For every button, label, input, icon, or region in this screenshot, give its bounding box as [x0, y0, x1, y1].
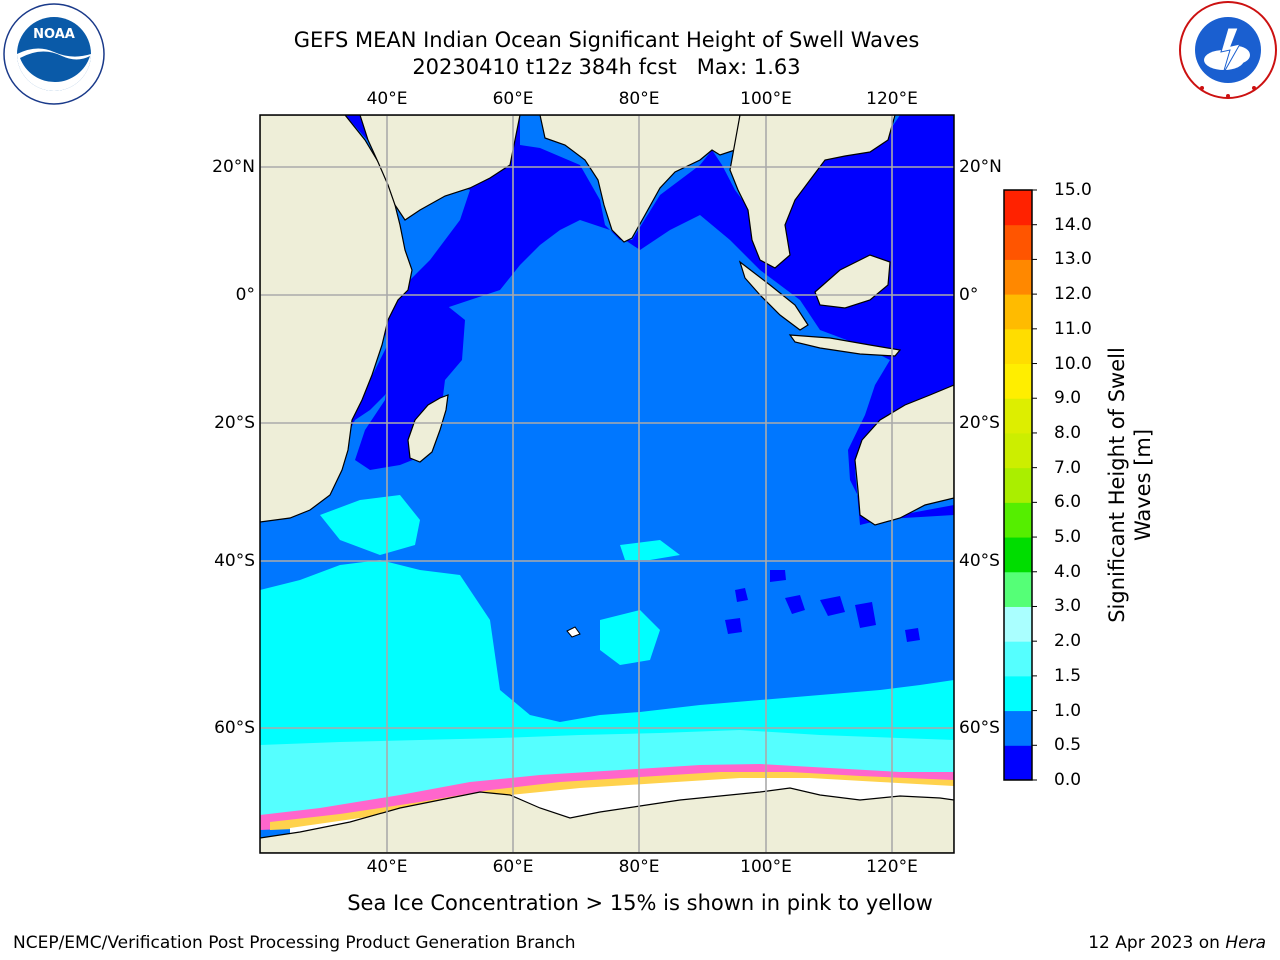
colorbar-segment — [1004, 571, 1032, 607]
lon-tick-top-80: 80°E — [618, 89, 660, 109]
colorbar-tick-label: 1.5 — [1054, 665, 1082, 686]
land-madagascar — [407, 394, 449, 463]
colorbar-segment — [1004, 294, 1032, 330]
swell-low-patches — [725, 570, 920, 642]
colorbar-tick-label: 0.5 — [1054, 735, 1082, 756]
colorbar-label-line1: Significant Height of Swell — [1105, 347, 1129, 623]
lat-tick-left-60s: 60°S — [214, 718, 255, 738]
colorbar-segment — [1004, 537, 1032, 573]
colorbar-tick-label: 8.0 — [1054, 422, 1082, 443]
lat-tick-right-60s: 60°S — [959, 718, 1000, 738]
land-indochina — [729, 115, 896, 269]
colorbar-segment — [1004, 467, 1032, 503]
colorbar-tick-label: 12.0 — [1054, 284, 1092, 305]
lon-tick-top-120: 120°E — [866, 89, 918, 109]
colorbar-tick-label: 2.0 — [1054, 631, 1082, 652]
land-australia — [854, 384, 954, 526]
footer-date: 12 Apr 2023 on Hera — [1088, 933, 1266, 953]
lon-tick-bottom-100: 100°E — [740, 857, 792, 877]
colorbar-segment — [1004, 675, 1032, 712]
lat-tick-left-20s: 20°S — [214, 413, 255, 433]
lat-tick-left-20n: 20°N — [212, 157, 255, 177]
colorbar-segment — [1004, 328, 1032, 365]
lon-tick-bottom-40: 40°E — [366, 857, 408, 877]
colorbar-tick-label: 13.0 — [1054, 249, 1092, 270]
chart-title: GEFS MEAN Indian Ocean Significant Heigh… — [293, 28, 920, 52]
colorbar-tick-label: 6.0 — [1054, 492, 1082, 513]
lon-tick-top-100: 100°E — [740, 89, 792, 109]
lat-tick-left-0: 0° — [235, 285, 255, 305]
colorbar-tick-label: 4.0 — [1054, 561, 1082, 582]
colorbar-tick-label: 15.0 — [1054, 180, 1092, 200]
land-kerguelen — [566, 626, 581, 638]
footer-date-text: 12 Apr 2023 on — [1088, 933, 1226, 953]
footer-host: Hera — [1225, 933, 1266, 953]
lat-tick-right-40s: 40°S — [959, 551, 1000, 571]
lon-tick-bottom-120: 120°E — [866, 857, 918, 877]
lon-tick-bottom-80: 80°E — [618, 857, 660, 877]
noaa-logo: NOAA — [3, 3, 105, 105]
colorbar-segment — [1004, 363, 1032, 399]
lat-tick-right-0: 0° — [959, 285, 979, 305]
colorbar-segment — [1004, 190, 1032, 226]
colorbar-tick-label: 10.0 — [1054, 353, 1092, 374]
colorbar-tick-label: 14.0 — [1054, 214, 1092, 235]
colorbar-tick-label: 1.0 — [1054, 700, 1082, 721]
lat-tick-right-20s: 20°S — [959, 413, 1000, 433]
footer-credit: NCEP/EMC/Verification Post Processing Pr… — [13, 933, 576, 953]
colorbar-tick-label: 5.0 — [1054, 527, 1082, 548]
land-antarctica — [260, 787, 954, 853]
nws-logo — [1179, 1, 1277, 99]
swell-low-arabian-sea — [345, 115, 954, 525]
map-frame — [259, 114, 955, 854]
swell-low-mozambique — [355, 295, 465, 470]
colorbar — [1003, 189, 1037, 781]
colorbar-tick-label: 0.0 — [1054, 770, 1082, 790]
lon-tick-top-60: 60°E — [492, 89, 534, 109]
colorbar-segment — [1004, 259, 1032, 295]
colorbar-tick-label: 9.0 — [1054, 388, 1082, 409]
colorbar-frame — [1003, 189, 1033, 781]
chart-subtitle: 20230410 t12z 384h fcst Max: 1.63 — [412, 55, 801, 79]
colorbar-segment — [1004, 710, 1032, 746]
map-gridlines — [260, 115, 954, 853]
colorbar-tick-label: 11.0 — [1054, 318, 1092, 339]
colorbar-segment — [1004, 432, 1032, 469]
lat-tick-right-20n: 20°N — [959, 157, 1002, 177]
lon-tick-top-40: 40°E — [366, 89, 408, 109]
colorbar-segment — [1004, 606, 1032, 642]
colorbar-tick-label: 7.0 — [1054, 457, 1082, 478]
colorbar-segment — [1004, 745, 1032, 781]
lon-tick-bottom-60: 60°E — [492, 857, 534, 877]
colorbar-label-line2: Waves [m] — [1131, 428, 1155, 542]
lat-tick-left-40s: 40°S — [214, 551, 255, 571]
noaa-logo-text: NOAA — [33, 27, 75, 42]
sea-ice-note: Sea Ice Concentration > 15% is shown in … — [347, 891, 933, 915]
colorbar-segment — [1004, 224, 1032, 260]
colorbar-segment — [1004, 502, 1032, 538]
colorbar-segment — [1004, 641, 1032, 677]
colorbar-tick-label: 3.0 — [1054, 596, 1082, 617]
land-sumatra-borneo — [738, 254, 902, 357]
colorbar-segment — [1004, 398, 1032, 434]
colorbar-label: Significant Height of Swell Waves [m] — [1104, 347, 1156, 623]
